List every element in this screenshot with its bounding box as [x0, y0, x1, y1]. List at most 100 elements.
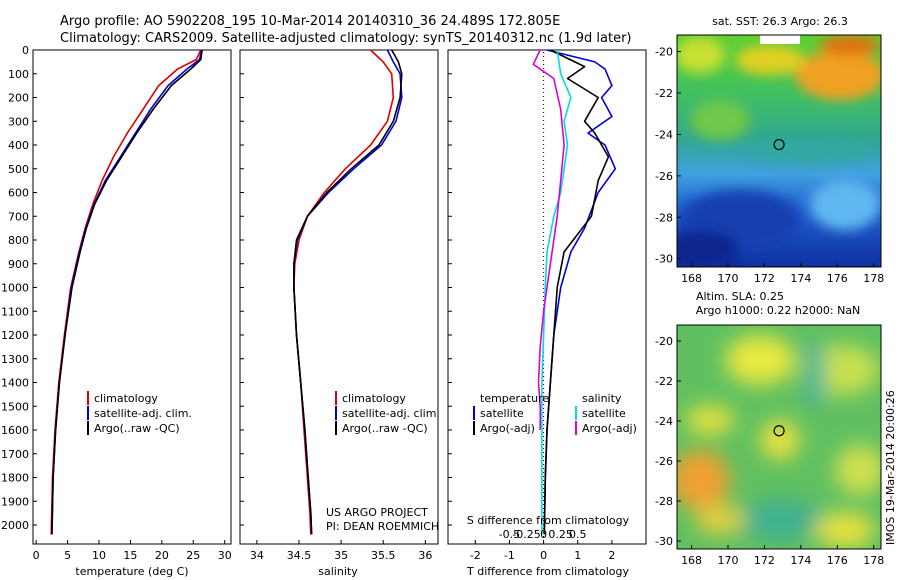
depth-tick-label: 700: [8, 210, 29, 223]
salinity-x-tick-label: 35: [334, 549, 348, 562]
difference-series-salinity-satellite: [541, 49, 572, 535]
project-annotation: US ARGO PROJECT: [326, 506, 428, 519]
latitude-tick-label: -24: [655, 415, 673, 428]
salinity-x-tick-label: 34.5: [287, 549, 312, 562]
temperature-series-satellite-adj-clim-: [51, 49, 203, 535]
longitude-tick-label: 172: [754, 554, 775, 567]
difference-x-tick-label: 2: [608, 549, 615, 562]
depth-tick-label: 100: [8, 68, 29, 81]
s-difference-tick-label: 0.5: [569, 528, 587, 541]
temperature-x-tick-label: 0: [33, 549, 40, 562]
depth-tick-label: 1500: [1, 400, 29, 413]
legend-satellite-label: satellite-adj. clim.: [94, 407, 192, 420]
latitude-tick-label: -22: [655, 375, 673, 388]
depth-tick-label: 300: [8, 115, 29, 128]
legend-sal-satellite-label: satellite: [582, 407, 626, 420]
legend-title-salinity: salinity: [582, 392, 622, 405]
latitude-tick-label: -22: [655, 87, 673, 100]
salinity-x-tick-label: 34: [250, 549, 264, 562]
latitude-tick-label: -24: [655, 128, 673, 141]
latitude-tick-label: -30: [655, 535, 673, 548]
salinity-legend: climatology satellite-adj. clim. Argo(..…: [335, 391, 440, 435]
header-line-1: Argo profile: AO 5902208_195 10-Mar-2014…: [60, 14, 560, 29]
difference-x-tick-label: 1: [574, 549, 581, 562]
depth-tick-label: 1600: [1, 424, 29, 437]
sst-map-frame: [676, 34, 882, 268]
temperature-legend: climatology satellite-adj. clim. Argo(..…: [87, 391, 192, 435]
legend-argo-label: Argo(..raw -QC): [94, 422, 180, 435]
depth-tick-label: 0: [22, 44, 29, 57]
salinity-x-label: salinity: [318, 565, 358, 578]
sla-map-subtitle: Argo h1000: 0.22 h2000: NaN: [696, 304, 861, 317]
salinity-panel: 34 34.5 35 35.5 36 salinity climatology sate…: [239, 49, 440, 578]
temperature-x-label: temperature (deg C): [75, 565, 188, 578]
longitude-tick-label: 168: [681, 554, 702, 567]
temperature-x-tick-label: 30: [218, 549, 232, 562]
longitude-tick-label: 170: [718, 554, 739, 567]
sst-heatmap: [677, 35, 881, 267]
longitude-tick-label: 176: [827, 554, 848, 567]
depth-tick-label: 1300: [1, 353, 29, 366]
temperature-x-tick-label: 5: [64, 549, 71, 562]
legend-title-temperature: temperature: [480, 392, 549, 405]
longitude-tick-label: 168: [681, 272, 702, 285]
depth-tick-label: 400: [8, 139, 29, 152]
latitude-tick-label: -28: [655, 495, 673, 508]
difference-x-label-top: S difference from climatology: [467, 514, 630, 527]
difference-x-label: T difference from climatology: [466, 565, 629, 578]
difference-x-tick-label: -1: [504, 549, 515, 562]
imos-timestamp-label: IMOS 19-Mar-2014 20:00:26: [884, 390, 897, 545]
difference-legend: temperature salinity satellite Argo(-adj…: [473, 392, 637, 435]
longitude-tick-label: 178: [863, 554, 884, 567]
temperature-x-tick-label: 10: [92, 549, 106, 562]
pi-annotation: PI: DEAN ROEMMICH: [326, 520, 439, 533]
salinity-series-climatology: [293, 49, 395, 535]
s-difference-tick-label: 0.25: [548, 528, 573, 541]
longitude-tick-label: 172: [754, 272, 775, 285]
s-difference-tick-label: 0: [540, 528, 547, 541]
depth-tick-label: 500: [8, 163, 29, 176]
sla-map-frame: [676, 324, 882, 550]
temperature-panel: 0100200300400500600700800900100011001200…: [1, 44, 232, 578]
temperature-series-argo-raw-qc-: [51, 49, 203, 535]
legend-climatology-label: climatology: [342, 392, 406, 405]
salinity-x-tick-label: 36: [418, 549, 432, 562]
latitude-tick-label: -26: [655, 170, 673, 183]
legend-temp-argo-label: Argo(-adj): [480, 422, 535, 435]
depth-tick-label: 1900: [1, 495, 29, 508]
sst-map-title: sat. SST: 26.3 Argo: 26.3: [712, 15, 848, 28]
latitude-tick-label: -20: [655, 46, 673, 59]
s-difference-tick-label: -0.25: [512, 528, 540, 541]
depth-tick-label: 900: [8, 258, 29, 271]
difference-series-temperature-argo-adj-: [543, 49, 610, 535]
temperature-axes-frame: [32, 49, 232, 545]
longitude-tick-label: 174: [790, 272, 811, 285]
sla-map-panel: Altim. SLA: 0.25 Argo h1000: 0.22 h2000:…: [655, 290, 884, 567]
legend-climatology-label: climatology: [94, 392, 158, 405]
latitude-tick-label: -28: [655, 211, 673, 224]
longitude-tick-label: 170: [718, 272, 739, 285]
temperature-x-tick-label: 20: [155, 549, 169, 562]
depth-tick-label: 800: [8, 234, 29, 247]
argo-location-marker: [773, 425, 785, 437]
salinity-series-argo-raw-qc-: [293, 49, 403, 535]
difference-x-tick-label: 0: [540, 549, 547, 562]
temperature-x-tick-label: 25: [186, 549, 200, 562]
difference-axes-frame: [447, 49, 647, 545]
latitude-tick-label: -20: [655, 335, 673, 348]
depth-tick-label: 600: [8, 187, 29, 200]
depth-tick-label: 1000: [1, 282, 29, 295]
difference-x-tick-label: -2: [470, 549, 481, 562]
legend-argo-label: Argo(..raw -QC): [342, 422, 428, 435]
temperature-series-climatology: [50, 49, 202, 535]
depth-tick-label: 1800: [1, 472, 29, 485]
legend-sal-argo-label: Argo(-adj): [582, 422, 637, 435]
difference-series-salinity-argo-adj-: [532, 49, 565, 430]
legend-satellite-label: satellite-adj. clim.: [342, 407, 440, 420]
sla-heatmap: [677, 325, 881, 549]
sla-map-title: Altim. SLA: 0.25: [696, 290, 784, 303]
s-difference-tick-label: -0.5: [499, 528, 520, 541]
longitude-tick-label: 174: [790, 554, 811, 567]
temperature-x-tick-label: 15: [123, 549, 137, 562]
